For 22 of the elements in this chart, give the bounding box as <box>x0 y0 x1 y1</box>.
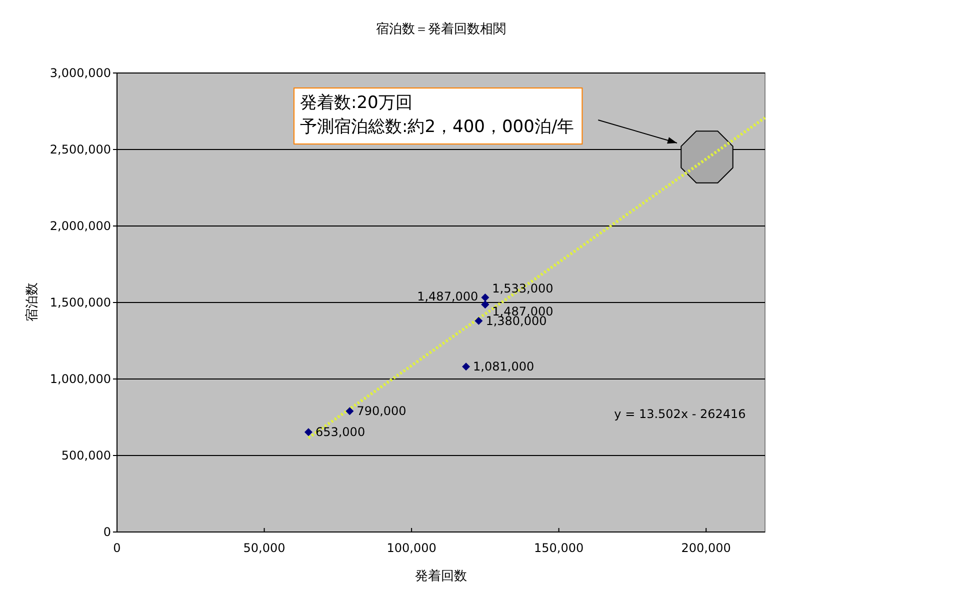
x-tick-label: 100,000 <box>386 541 436 555</box>
x-tick-label: 150,000 <box>534 541 584 555</box>
y-tick-label: 1,500,000 <box>50 296 111 310</box>
annotation: 予測宿泊総数:約2，400，000泊/年 <box>300 117 574 137</box>
data-label: 1,081,000 <box>473 360 534 374</box>
annotation: y = 13.502x - 262416 <box>614 407 746 421</box>
data-label: 653,000 <box>315 425 366 440</box>
y-axis-title: 宿泊数 <box>24 282 40 322</box>
x-tick-label: 200,000 <box>681 541 731 555</box>
x-axis-title: 発着回数 <box>415 568 467 584</box>
annotation: 発着数:20万回 <box>300 93 412 113</box>
y-tick-label: 0 <box>103 525 111 539</box>
x-tick-label: 50,000 <box>243 541 286 555</box>
y-tick-label: 1,000,000 <box>50 372 111 386</box>
data-label: 790,000 <box>356 404 406 418</box>
y-tick-label: 2,500,000 <box>50 142 111 156</box>
data-label: 1,487,000 <box>417 289 478 304</box>
y-tick-label: 3,000,000 <box>50 66 111 80</box>
y-tick-label: 500,000 <box>61 448 111 462</box>
chart-title: 宿泊数＝発着回数相関 <box>376 21 506 37</box>
y-tick-label: 2,000,000 <box>50 219 111 233</box>
x-tick-label: 0 <box>113 541 121 555</box>
